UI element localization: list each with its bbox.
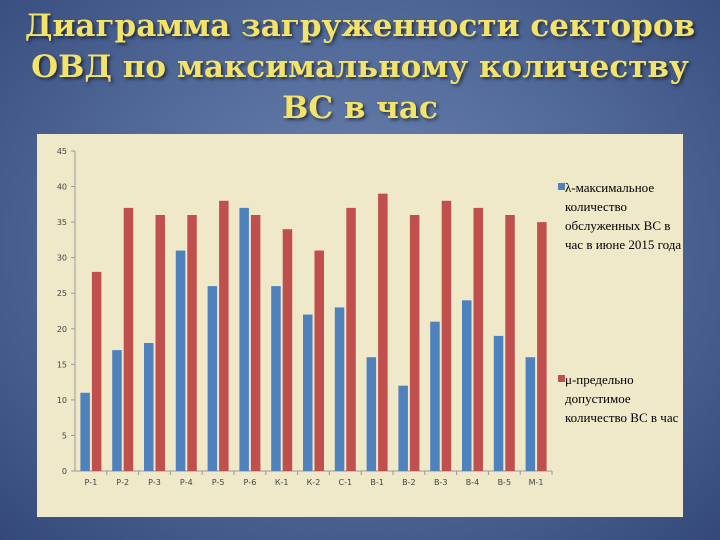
bar-mu	[219, 200, 229, 471]
bar-lambda	[462, 300, 472, 471]
bar-lambda	[366, 357, 377, 471]
y-tick-label: 15	[57, 360, 67, 369]
bar-lambda	[493, 335, 504, 471]
legend-item-lambda: λ-максимальное количество обслуженных ВС…	[558, 178, 685, 254]
bar-chart: 0 5 10 15 20 25 30 35 40 45 Р-1 Р-2 Р-3 Р-4 Р-5 Р-6 К-1 К…	[57, 147, 553, 487]
bar-mu	[505, 215, 515, 471]
legend-swatch-mu	[558, 375, 565, 382]
bar-lambda	[144, 343, 154, 471]
bar-lambda	[239, 207, 249, 471]
bar-mu	[346, 207, 356, 471]
bar-mu	[378, 193, 388, 471]
y-tick-label: 30	[57, 254, 67, 263]
bar-mu	[155, 215, 165, 471]
bar-lambda	[303, 314, 313, 471]
bar-mu	[282, 229, 293, 471]
title-line: ВС в час	[282, 90, 438, 126]
x-tick-label: Р-4	[180, 478, 193, 487]
bar-lambda	[398, 385, 408, 471]
legend-label-mu: μ-предельно допустимое количество ВС в ч…	[565, 372, 679, 425]
slide-title: Диаграмма загруженности секторов ОВД по …	[20, 6, 700, 129]
bar-mu	[409, 215, 420, 471]
bar-lambda	[80, 392, 90, 471]
x-tick-label: Р-2	[116, 478, 129, 487]
title-line: Диаграмма загруженности секторов	[24, 8, 696, 44]
y-tick-label: 5	[62, 431, 67, 440]
x-tick-label: К-1	[275, 478, 289, 487]
bar-lambda	[334, 307, 345, 471]
bar-mu	[473, 207, 483, 471]
bar-mu	[91, 271, 102, 471]
bar-mu	[537, 222, 547, 471]
legend-label-lambda: λ-максимальное количество обслуженных ВС…	[565, 180, 682, 252]
x-tick-label: В-1	[370, 478, 383, 487]
y-tick-label: 0	[62, 467, 67, 476]
bar-mu	[250, 215, 261, 471]
x-tick-label: В-5	[498, 478, 511, 487]
bar-lambda	[430, 321, 440, 471]
bar-lambda	[207, 286, 218, 471]
title-line: ОВД по максимальному количеству	[31, 49, 689, 85]
bar-lambda	[175, 250, 186, 471]
y-tick-label: 10	[57, 396, 67, 405]
y-tick-label: 35	[57, 218, 67, 227]
legend-swatch-lambda	[558, 183, 565, 190]
x-tick-label: Р-1	[84, 478, 97, 487]
bar-lambda	[525, 357, 536, 471]
x-tick-label: Р-6	[243, 478, 256, 487]
bar-lambda	[112, 350, 122, 471]
x-tick-label: В-2	[402, 478, 415, 487]
x-tick-label: К-2	[307, 478, 321, 487]
x-tick-label: М-1	[529, 478, 544, 487]
x-tick-label: В-3	[434, 478, 447, 487]
x-tick-label: Р-3	[148, 478, 161, 487]
bar-mu	[441, 200, 452, 471]
x-tick-label: В-4	[466, 478, 479, 487]
bar-mu	[123, 207, 134, 471]
y-tick-label: 45	[57, 147, 67, 156]
bar-lambda	[271, 286, 281, 471]
legend-item-mu: μ-предельно допустимое количество ВС в ч…	[558, 370, 685, 427]
x-tick-label: С-1	[339, 478, 353, 487]
x-tick-label: Р-5	[212, 478, 225, 487]
y-tick-label: 20	[57, 325, 67, 334]
y-tick-label: 40	[57, 183, 67, 192]
bar-mu	[187, 215, 197, 471]
chart-panel: 0 5 10 15 20 25 30 35 40 45 Р-1 Р-2 Р-3 Р-4 Р-5 Р-6 К-1 К…	[37, 134, 683, 517]
bar-mu	[314, 250, 324, 471]
y-tick-label: 25	[57, 289, 67, 298]
